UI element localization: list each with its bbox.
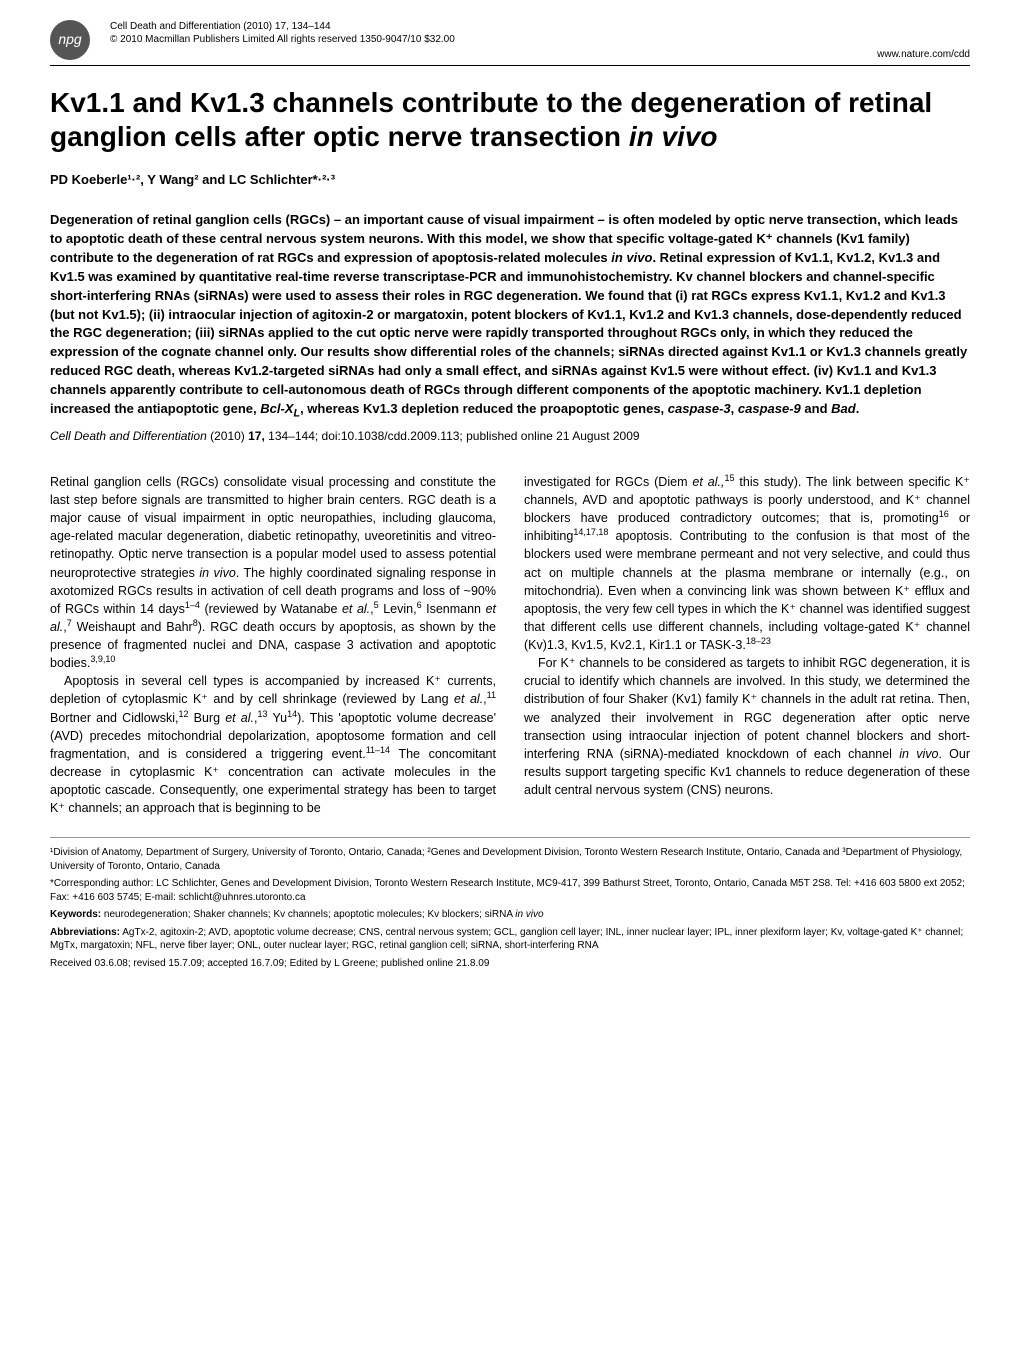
p2-sup-1: 11 bbox=[487, 690, 496, 700]
p2-text-c: Bortner and Cidlowski, bbox=[50, 711, 178, 725]
keywords-label: Keywords: bbox=[50, 909, 101, 920]
abbreviations-line: Abbreviations: AgTx-2, agitoxin-2; AVD, … bbox=[50, 926, 970, 953]
body-paragraph-4: For K⁺ channels to be considered as targ… bbox=[524, 654, 970, 799]
keywords-line: Keywords: neurodegeneration; Shaker chan… bbox=[50, 908, 970, 922]
header-bar: npg Cell Death and Differentiation (2010… bbox=[50, 20, 970, 66]
p1-italic-2: et al. bbox=[342, 602, 370, 616]
journal-url: www.nature.com/cdd bbox=[110, 48, 970, 61]
p2-text-f: Yu bbox=[268, 711, 288, 725]
body-columns: Retinal ganglion cells (RGCs) consolidat… bbox=[50, 473, 970, 817]
p2-sup-5: 11–14 bbox=[366, 745, 390, 755]
abstract: Degeneration of retinal ganglion cells (… bbox=[50, 211, 970, 422]
p2-sup-2: 12 bbox=[178, 708, 188, 718]
abbreviations-label: Abbreviations: bbox=[50, 927, 120, 938]
header-meta: Cell Death and Differentiation (2010) 17… bbox=[110, 20, 970, 61]
abstract-italic-1: in vivo bbox=[611, 250, 652, 265]
title-italic: in vivo bbox=[629, 121, 718, 152]
p2-italic-1: et al. bbox=[454, 692, 483, 706]
p2-sup-4: 14 bbox=[287, 708, 297, 718]
p1-sup-6: 3,9,10 bbox=[90, 654, 115, 664]
received-line: Received 03.6.08; revised 15.7.09; accep… bbox=[50, 957, 970, 971]
p4-text-a: For K⁺ channels to be considered as targ… bbox=[524, 656, 970, 761]
footnotes: ¹Division of Anatomy, Department of Surg… bbox=[50, 846, 970, 970]
publisher-logo: npg bbox=[50, 20, 90, 60]
abstract-italic-5: Bad bbox=[831, 401, 856, 416]
body-paragraph-1: Retinal ganglion cells (RGCs) consolidat… bbox=[50, 473, 496, 672]
p2-text-d: Burg bbox=[188, 711, 225, 725]
p3-sup-4: 18–23 bbox=[746, 636, 771, 646]
article-title: Kv1.1 and Kv1.3 channels contribute to t… bbox=[50, 86, 970, 153]
p3-sup-3: 14,17,18 bbox=[573, 527, 608, 537]
abstract-text-2: . Retinal expression of Kv1.1, Kv1.2, Kv… bbox=[50, 250, 967, 416]
p4-italic-1: in vivo bbox=[899, 747, 938, 761]
p2-italic-2: et al. bbox=[225, 711, 254, 725]
keywords-text: neurodegeneration; Shaker channels; Kv c… bbox=[101, 909, 515, 920]
citation-year: (2010) bbox=[207, 429, 248, 443]
column-right: investigated for RGCs (Diem et al.,15 th… bbox=[524, 473, 970, 817]
p3-italic-1: et al., bbox=[692, 475, 724, 489]
abbreviations-text: AgTx-2, agitoxin-2; AVD, apoptotic volum… bbox=[50, 927, 963, 952]
p1-text-h: Weishaupt and Bahr bbox=[72, 620, 193, 634]
abstract-italic-2: Bcl-X bbox=[260, 401, 293, 416]
p3-sup-2: 16 bbox=[939, 509, 949, 519]
citation-journal: Cell Death and Differentiation bbox=[50, 429, 207, 443]
publisher-logo-text: npg bbox=[58, 30, 81, 50]
body-paragraph-2: Apoptosis in several cell types is accom… bbox=[50, 672, 496, 817]
p3-text-d: apoptosis. Contributing to the confusion… bbox=[524, 529, 970, 652]
corresponding-author: *Corresponding author: LC Schlichter, Ge… bbox=[50, 877, 970, 904]
abstract-italic-3: caspase-3 bbox=[668, 401, 731, 416]
p2-sup-3: 13 bbox=[258, 708, 268, 718]
journal-citation: Cell Death and Differentiation (2010) 17… bbox=[110, 20, 970, 33]
p3-text-a: investigated for RGCs (Diem bbox=[524, 475, 692, 489]
p3-sup-1: 15 bbox=[724, 473, 734, 483]
abstract-text-3: , whereas Kv1.3 depletion reduced the pr… bbox=[300, 401, 668, 416]
affiliations: ¹Division of Anatomy, Department of Surg… bbox=[50, 846, 970, 873]
abstract-text-5: and bbox=[801, 401, 831, 416]
citation-line: Cell Death and Differentiation (2010) 17… bbox=[50, 428, 970, 445]
abstract-text-4: , bbox=[731, 401, 738, 416]
p1-sup-1: 1–4 bbox=[185, 600, 200, 610]
p1-text-c: (reviewed by Watanabe bbox=[200, 602, 342, 616]
citation-pages: 134–144; doi:10.1038/cdd.2009.113; publi… bbox=[265, 429, 640, 443]
keywords-italic: in vivo bbox=[515, 909, 543, 920]
p1-text-a: Retinal ganglion cells (RGCs) consolidat… bbox=[50, 475, 496, 580]
citation-volume: 17, bbox=[248, 429, 265, 443]
abstract-text-6: . bbox=[856, 401, 860, 416]
column-left: Retinal ganglion cells (RGCs) consolidat… bbox=[50, 473, 496, 817]
p1-text-e: Levin, bbox=[379, 602, 417, 616]
abstract-italic-4: caspase-9 bbox=[738, 401, 801, 416]
p1-text-f: Isenmann bbox=[422, 602, 486, 616]
authors-line: PD Koeberle¹·², Y Wang² and LC Schlichte… bbox=[50, 171, 970, 189]
p2-text-a: Apoptosis in several cell types is accom… bbox=[50, 674, 496, 706]
footer-divider bbox=[50, 837, 970, 846]
body-paragraph-3: investigated for RGCs (Diem et al.,15 th… bbox=[524, 473, 970, 654]
copyright-line: © 2010 Macmillan Publishers Limited All … bbox=[110, 33, 970, 46]
p1-italic-1: in vivo bbox=[199, 566, 235, 580]
title-text: Kv1.1 and Kv1.3 channels contribute to t… bbox=[50, 87, 932, 152]
